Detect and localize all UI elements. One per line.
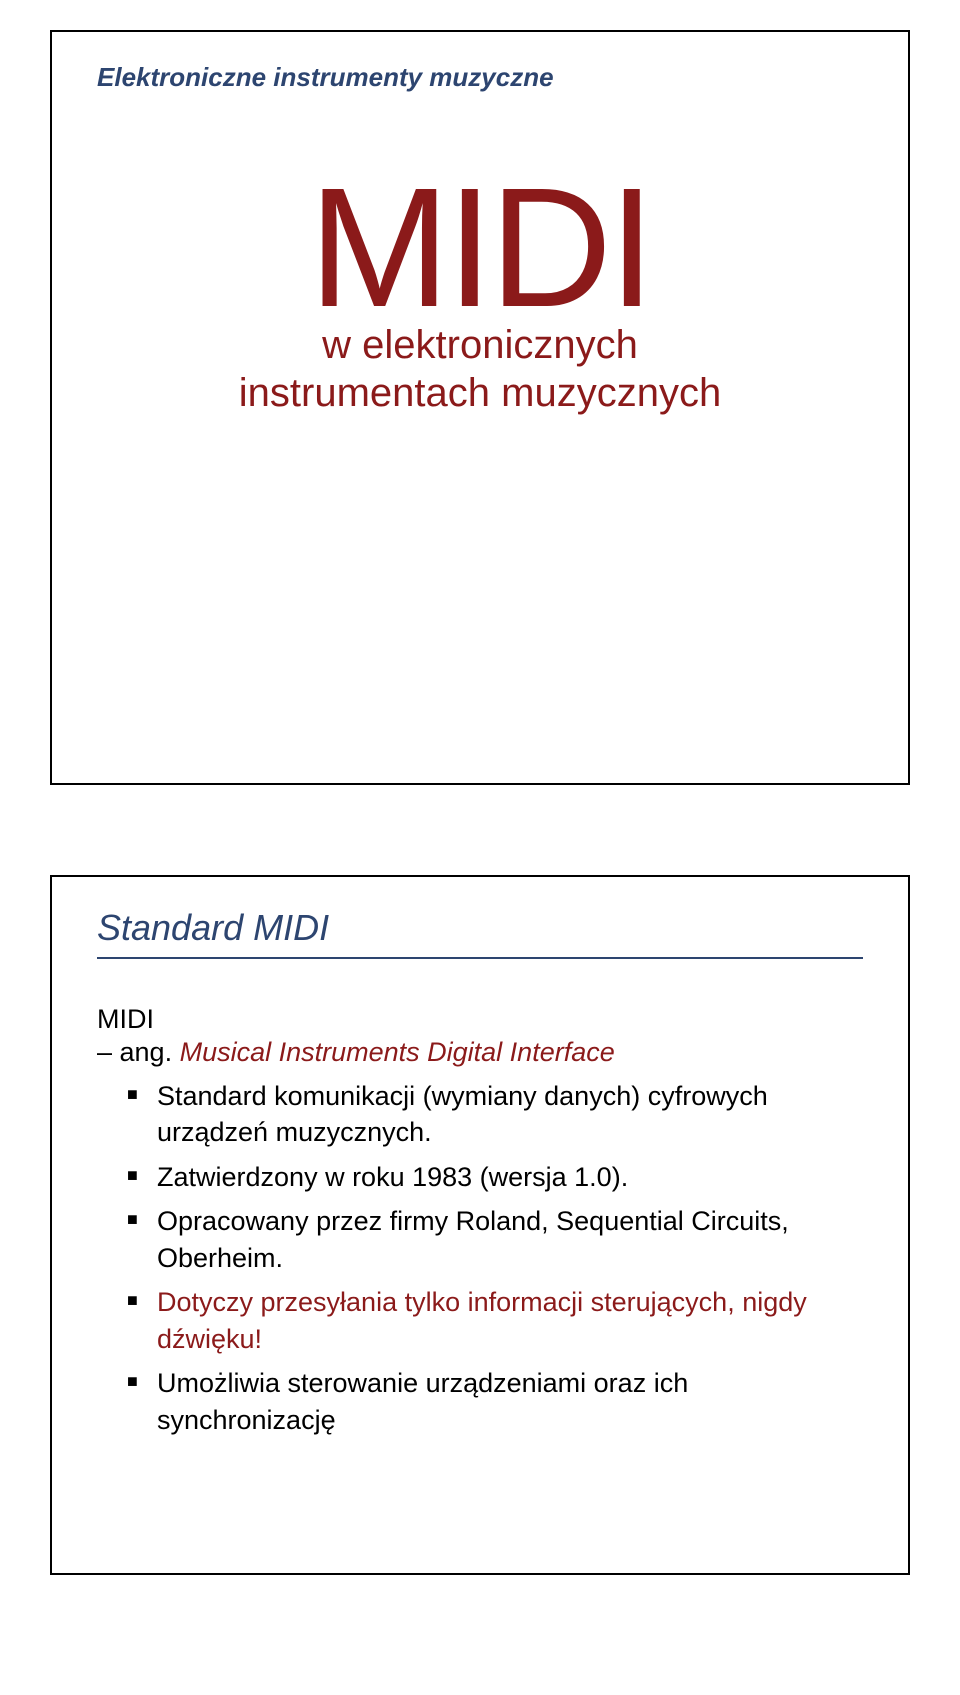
bullet-item: Dotyczy przesyłania tylko informacji ste… bbox=[127, 1284, 863, 1357]
bullet-item: Opracowany przez firmy Roland, Sequentia… bbox=[127, 1203, 863, 1276]
bullet-list: Standard komunikacji (wymiany danych) cy… bbox=[97, 1078, 863, 1438]
slide-2: Standard MIDI MIDI – ang. Musical Instru… bbox=[50, 875, 910, 1575]
bullet-item: Umożliwia sterowanie urządzeniami oraz i… bbox=[127, 1365, 863, 1438]
bullet-item: Standard komunikacji (wymiany danych) cy… bbox=[127, 1078, 863, 1151]
course-header: Elektroniczne instrumenty muzyczne bbox=[97, 62, 863, 93]
subtitle-line-1: w elektronicznych bbox=[322, 323, 638, 367]
slide-1: Elektroniczne instrumenty muzyczne MIDI … bbox=[50, 30, 910, 785]
definition-prefix: – ang. bbox=[97, 1037, 180, 1067]
subtitle-line-2: instrumentach muzycznych bbox=[239, 371, 721, 415]
term-definition: – ang. Musical Instruments Digital Inter… bbox=[97, 1037, 863, 1068]
bullet-item: Zatwierdzony w roku 1983 (wersja 1.0). bbox=[127, 1159, 863, 1195]
main-title: MIDI bbox=[97, 163, 863, 333]
subtitle: w elektronicznych instrumentach muzyczny… bbox=[97, 321, 863, 417]
bullet-highlight: Dotyczy przesyłania tylko informacji ste… bbox=[157, 1287, 807, 1353]
term-heading: MIDI bbox=[97, 1004, 863, 1035]
slide-title: Standard MIDI bbox=[97, 907, 863, 959]
definition-italic: Musical Instruments Digital Interface bbox=[180, 1037, 615, 1067]
